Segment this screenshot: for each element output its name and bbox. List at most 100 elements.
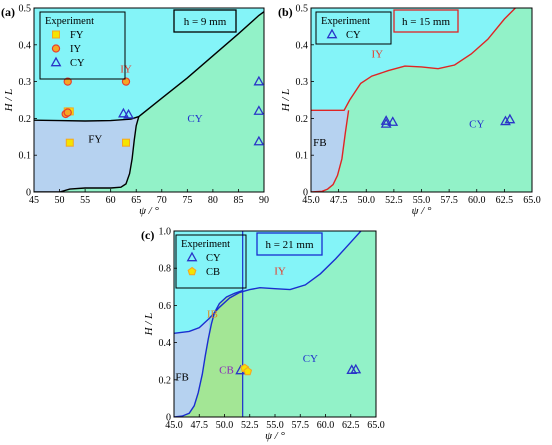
y-tick-label: 0: [26, 188, 31, 199]
y-tick-label: 0.5: [19, 4, 32, 15]
x-tick-label: 57.5: [440, 195, 458, 206]
region-label-cy: CY: [187, 113, 202, 125]
panel-label: (a): [1, 5, 15, 19]
panel-b: 45.0 47.5 50.0 52.5 55.0 57.5 60.0 62.5 65.0 0 0.1…: [278, 4, 541, 218]
y-tick-label: 0.2: [159, 375, 172, 386]
region-label-iy: IY: [371, 49, 383, 61]
panel-c: 45.0 47.5 50.0 52.5 55.0 57.5 60.0 62.5 65.0 0 0.2…: [141, 227, 385, 443]
panel-a: 45 50 55 60 65 70 75 80 85 90 0 0.1 0.2 0.3 0.4 0.5 ψ / …: [1, 4, 269, 218]
x-tick-label: 57.5: [292, 420, 310, 431]
boundary-lower: [174, 289, 243, 417]
region-label-cb: CB: [219, 364, 234, 376]
y-tick-label: 0.4: [296, 40, 309, 51]
x-tick-label: 50: [55, 195, 65, 206]
x-tick-label: 55.0: [413, 195, 431, 206]
y-tick-label: 0: [303, 188, 308, 199]
region-iy: [174, 231, 361, 334]
data-point-cy: [387, 116, 399, 126]
x-tick-label: 60: [106, 195, 116, 206]
legend-marker-iy: [51, 44, 61, 53]
legend-box: [175, 234, 247, 289]
x-tick-label: 75: [182, 195, 192, 206]
x-tick-label: 60.0: [468, 195, 486, 206]
x-axis-label: ψ / °: [265, 430, 285, 442]
x-tick-label: 62.5: [342, 420, 360, 431]
h-value-label: h = 15 mm: [402, 16, 451, 28]
boundary-upper: [174, 231, 362, 334]
region-label-ib: IB: [207, 308, 218, 320]
legend-marker-cy: [186, 251, 198, 262]
x-tick-label: 45.0: [302, 195, 320, 206]
legend-marker-cy: [50, 56, 62, 67]
x-tick-label: 62.5: [496, 195, 514, 206]
regions: [34, 8, 264, 192]
x-axis-label: ψ / °: [139, 205, 159, 217]
data-point-cy: [500, 115, 511, 126]
legend-marker-fy: [52, 30, 60, 39]
legend-box: [315, 11, 392, 45]
legend-title: Experiment: [321, 16, 370, 27]
region-label-fy: FY: [88, 133, 102, 145]
region-label-cy: CY: [303, 353, 318, 365]
data-point-cy: [253, 135, 265, 146]
data-point-cy: [380, 115, 392, 125]
y-tick-label: 1.0: [159, 227, 172, 238]
y-tick-label: 0.4: [159, 338, 172, 349]
regions: [311, 8, 532, 192]
data-point-iy: [121, 77, 131, 86]
region-label-iy: IY: [274, 266, 286, 278]
data-point-cy: [123, 108, 134, 119]
legend-entry-cb: CB: [206, 267, 220, 278]
boundary-upper: [311, 8, 516, 112]
x-tick-label: 47.5: [191, 420, 209, 431]
x-tick-label: 80: [208, 195, 218, 206]
x-tick-label: 52.5: [241, 420, 259, 431]
data-point-iy: [63, 77, 72, 86]
plot-frame: [33, 7, 265, 193]
data-point-fy: [65, 138, 74, 147]
y-tick-label: 0.3: [19, 77, 32, 88]
region-iy: [34, 8, 264, 121]
region-fb: [174, 318, 210, 417]
legend-marker-cy: [326, 28, 338, 39]
region-label-cy: CY: [469, 119, 484, 131]
boundary-upper: [34, 11, 264, 122]
x-tick-label: 47.5: [330, 195, 348, 206]
y-tick-label: 0.2: [19, 114, 32, 125]
y-tick-label: 0.2: [296, 114, 309, 125]
legend-entry-iy: IY: [70, 44, 81, 55]
x-tick-label: 50.0: [216, 420, 234, 431]
boundary-lower: [34, 116, 140, 192]
x-tick-label: 55.0: [266, 420, 284, 431]
data-point-cy: [118, 107, 129, 118]
x-tick-label: 70: [157, 195, 167, 206]
x-axis-label: ψ / °: [412, 205, 432, 217]
h-value-box: [173, 9, 237, 33]
legend-entry-fy: FY: [70, 30, 84, 41]
region-fy: [34, 116, 139, 192]
panel-label: (b): [278, 5, 293, 19]
h-value-box: [393, 9, 459, 33]
region-label-iy: IY: [120, 63, 132, 75]
y-axis-label: H / L: [143, 313, 155, 337]
x-tick-label: 52.5: [385, 195, 403, 206]
data-point-cy: [504, 113, 516, 124]
y-tick-label: 0.1: [296, 151, 309, 162]
data-point-iy: [63, 108, 72, 117]
x-tick-label: 65.0: [523, 195, 541, 206]
data-point-cy: [253, 105, 265, 115]
h-value-label: h = 9 mm: [184, 16, 227, 28]
legend-entry-cy: CY: [346, 30, 361, 41]
region-cb: [174, 290, 243, 417]
y-tick-label: 0.6: [159, 301, 172, 312]
x-tick-label: 90: [259, 195, 269, 206]
legend-title: Experiment: [45, 16, 94, 27]
legend-entry-cy: CY: [70, 58, 85, 69]
data-point-cy: [253, 75, 265, 86]
data-point-fy: [122, 138, 130, 147]
y-axis-label: H / L: [3, 89, 15, 113]
legend-box: [39, 11, 126, 80]
boundary-lower: [311, 110, 350, 192]
y-axis-label: H / L: [280, 89, 292, 113]
data-point-cy: [350, 363, 362, 374]
